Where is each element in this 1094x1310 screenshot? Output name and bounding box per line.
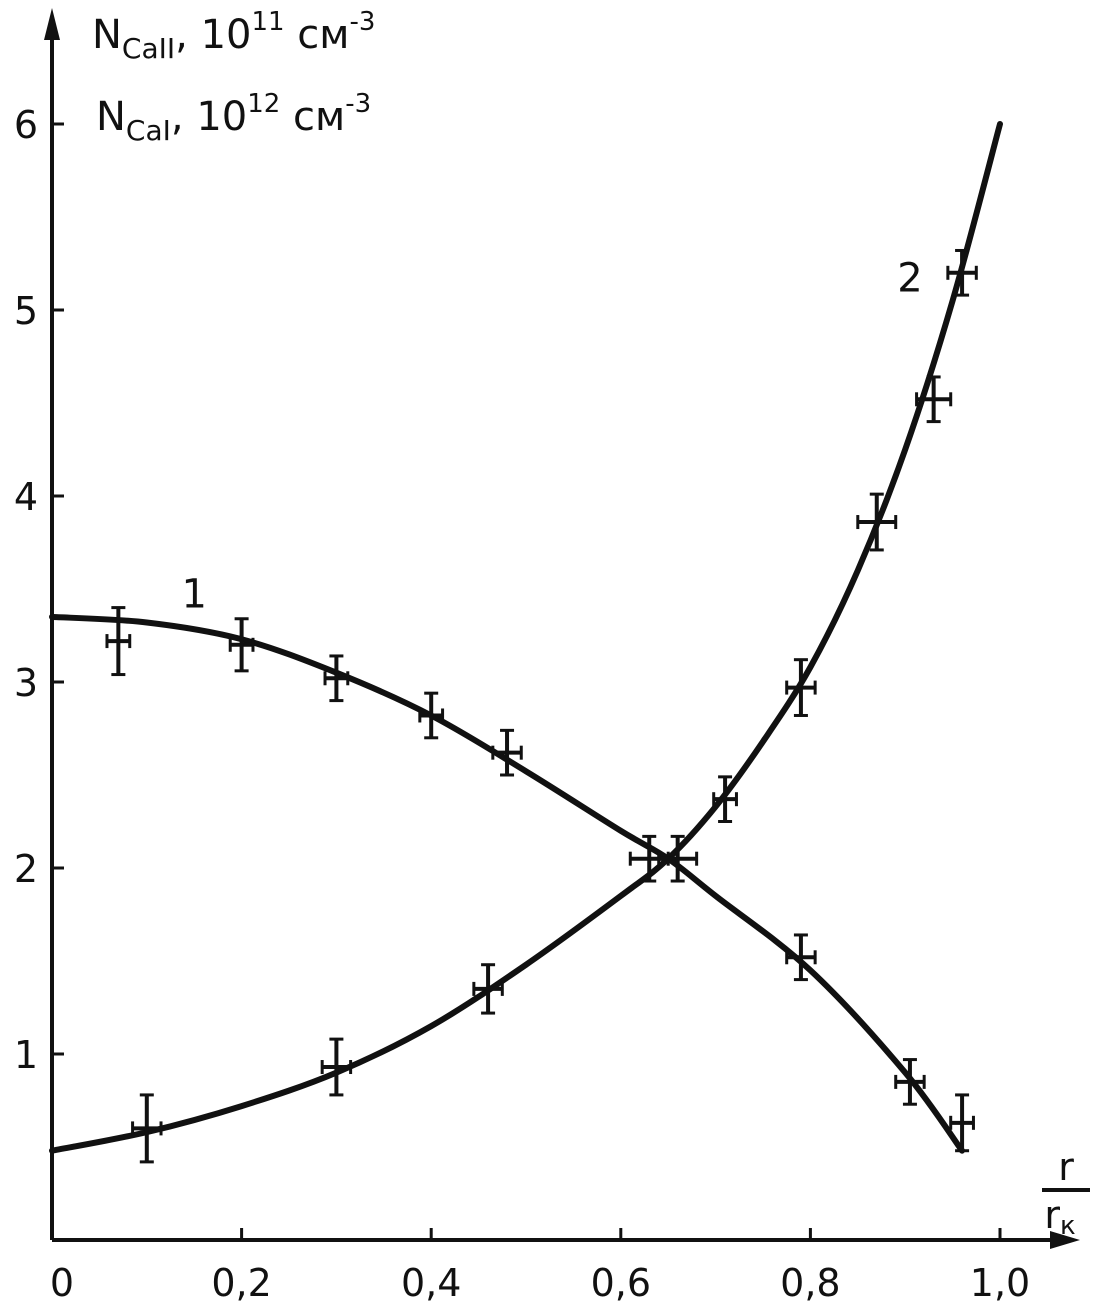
x-tick-label: 0 <box>50 1261 74 1305</box>
y-tick-label: 6 <box>14 103 38 147</box>
y-tick-label: 1 <box>14 1033 38 1077</box>
series-2-point <box>657 834 699 883</box>
y-title-line-1: NCaII, 1011 см-3 <box>92 7 375 65</box>
series-1-point <box>491 728 523 777</box>
series-2-label: 2 <box>897 255 922 301</box>
axes <box>44 8 1080 1249</box>
y-tick-label: 3 <box>14 661 38 705</box>
data-points <box>105 248 978 1164</box>
y-tick-label: 5 <box>14 289 38 333</box>
series-2-point <box>856 492 898 552</box>
series-2-point <box>472 963 504 1015</box>
series-2-point <box>712 775 738 823</box>
x-title-denominator: rк <box>1044 1193 1075 1241</box>
x-tick-label: 1,0 <box>970 1261 1030 1305</box>
series-1-point <box>228 617 255 673</box>
series-1-curve <box>49 613 966 1154</box>
x-tick-label: 0,4 <box>401 1261 461 1305</box>
series-1-point <box>418 691 445 740</box>
series-2-point <box>946 248 978 297</box>
y-tick-label: 4 <box>14 475 38 519</box>
x-tick-label: 0,6 <box>591 1261 651 1305</box>
x-tick-label: 0,8 <box>780 1261 840 1305</box>
y-title-line-2: NCaI, 1012 см-3 <box>96 89 371 147</box>
series-1-point <box>949 1093 975 1153</box>
series-2-point <box>320 1037 353 1097</box>
x-axis-title: r rк <box>1042 1145 1090 1241</box>
series-1-point <box>323 654 350 703</box>
series-2-point <box>131 1093 163 1164</box>
series-1-point <box>105 606 132 677</box>
series-1-label: 1 <box>181 572 206 618</box>
y-axis-title: NCaII, 1011 см-3 NCaI, 1012 см-3 <box>92 7 375 147</box>
series-1-point <box>785 933 817 982</box>
series-2-point <box>785 658 817 717</box>
x-title-numerator: r <box>1058 1145 1074 1189</box>
series-1-point <box>894 1058 926 1106</box>
y-axis-arrow <box>44 8 60 40</box>
series-2-curve <box>49 121 1003 1154</box>
x-axis-arrow <box>1050 1231 1080 1249</box>
series-labels: 12 <box>181 255 922 617</box>
series-2-point <box>915 375 953 424</box>
y-tick-label: 2 <box>14 847 38 891</box>
x-tick-label: 0,2 <box>211 1261 271 1305</box>
curves <box>49 121 1003 1154</box>
